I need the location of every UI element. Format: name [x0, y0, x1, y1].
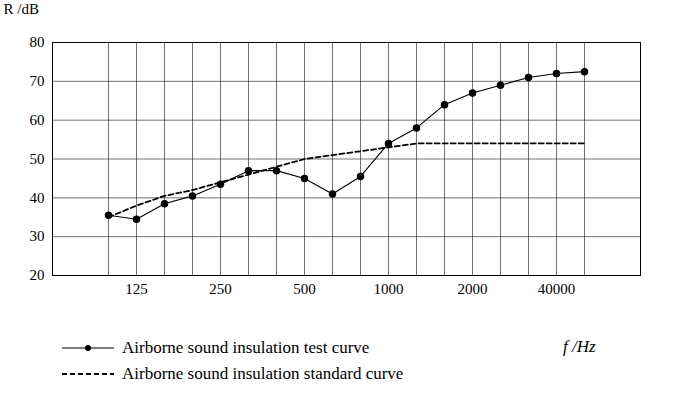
svg-text:R /dB: R /dB — [4, 1, 39, 17]
html-text:Airborne sound insulation stan: Airborne sound insulation standard curve — [122, 364, 404, 383]
svg-text:30: 30 — [30, 228, 45, 244]
svg-text:250: 250 — [209, 281, 232, 297]
svg-text:40000: 40000 — [538, 281, 576, 297]
svg-text:40: 40 — [30, 190, 45, 206]
html-text:f /Hz: f /Hz — [563, 337, 596, 356]
svg-text:125: 125 — [125, 281, 148, 297]
svg-text:2000: 2000 — [458, 281, 488, 297]
html-text:Airborne sound insulation test: Airborne sound insulation test curve — [122, 338, 370, 357]
svg-text:80: 80 — [30, 34, 45, 50]
svg-text:50: 50 — [30, 151, 45, 167]
svg-text:1000: 1000 — [374, 281, 404, 297]
svg-text:500: 500 — [293, 281, 316, 297]
svg-text:20: 20 — [30, 267, 45, 283]
svg-text:60: 60 — [30, 112, 45, 128]
svg-text:70: 70 — [30, 73, 45, 89]
